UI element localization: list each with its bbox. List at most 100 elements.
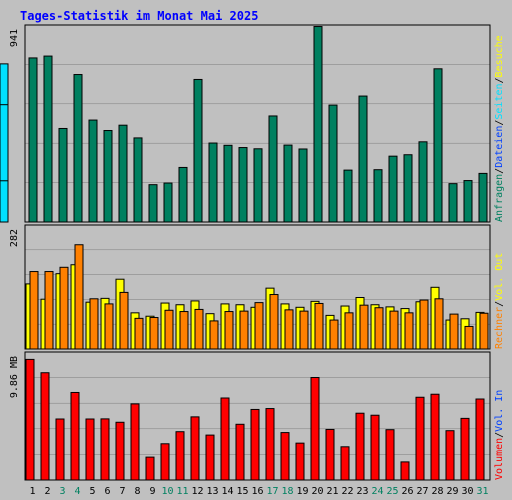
bar-requests-anfragen-day-27 xyxy=(418,141,428,223)
bar-visits-rechner-day-23 xyxy=(359,304,369,350)
legend-entry: / xyxy=(494,432,505,438)
bar-visits-rechner-day-20 xyxy=(314,302,324,350)
bar-visits-rechner-day-12 xyxy=(194,308,204,350)
bar-requests-anfragen-day-11 xyxy=(178,166,188,223)
x-tick-label-day-12: 12 xyxy=(191,486,203,497)
bar-requests-anfragen-day-31 xyxy=(478,172,488,223)
legend-entry: Vol. In xyxy=(494,390,505,432)
bar-requests-anfragen-day-20 xyxy=(313,26,323,223)
legend-requests: Anfragen/Dateien/Seiten/Besuche xyxy=(494,35,505,222)
bar-requests-anfragen-day-19 xyxy=(298,148,308,223)
bar-requests-anfragen-day-29 xyxy=(448,183,458,223)
bar-visits-rechner-day-21 xyxy=(329,319,339,350)
bar-requests-anfragen-day-22 xyxy=(343,169,353,223)
bar-visits-rechner-day-22 xyxy=(344,312,354,350)
x-tick-label-day-6: 6 xyxy=(104,486,110,497)
bar-visits-rechner-day-8 xyxy=(134,317,144,350)
bar-volume-vol-in-day-31 xyxy=(475,398,485,481)
bar-volume-vol-in-day-21 xyxy=(325,428,335,481)
bar-volume-vol-in-day-17 xyxy=(265,408,275,481)
bar-requests-anfragen-day-3 xyxy=(58,127,68,223)
bar-volume-vol-in-day-27 xyxy=(415,396,425,481)
bar-visits-rechner-day-25 xyxy=(389,310,399,350)
bar-volume-vol-in-day-7 xyxy=(115,421,125,481)
x-tick-label-day-24: 24 xyxy=(371,486,383,497)
legend-entry: / xyxy=(494,77,505,83)
bar-volume-vol-in-day-1 xyxy=(25,358,35,481)
x-tick-label-day-22: 22 xyxy=(341,486,353,497)
bar-requests-anfragen-day-6 xyxy=(103,130,113,223)
bar-requests-seiten-day-31 xyxy=(0,180,9,223)
bar-visits-rechner-day-16 xyxy=(254,302,264,350)
legend-entry: Vol. Out xyxy=(494,253,505,301)
bar-visits-rechner-day-31 xyxy=(479,312,489,350)
bar-requests-anfragen-day-10 xyxy=(163,182,173,223)
x-tick-label-day-18: 18 xyxy=(281,486,293,497)
bar-volume-vol-in-day-8 xyxy=(130,403,140,481)
legend-visits: Rechner/Vol. Out xyxy=(494,253,505,349)
bar-visits-rechner-day-26 xyxy=(404,312,414,350)
bar-volume-vol-in-day-30 xyxy=(460,417,470,481)
x-tick-label-day-28: 28 xyxy=(431,486,443,497)
bar-volume-vol-in-day-2 xyxy=(40,372,50,481)
bar-requests-anfragen-day-4 xyxy=(73,74,83,223)
bar-visits-rechner-day-1 xyxy=(29,271,39,350)
bar-visits-rechner-day-5 xyxy=(89,298,99,350)
legend-entry: / xyxy=(494,301,505,307)
bar-requests-anfragen-day-9 xyxy=(148,184,158,223)
bar-visits-rechner-day-17 xyxy=(269,294,279,350)
bar-volume-vol-in-day-13 xyxy=(205,434,215,481)
bar-visits-rechner-day-18 xyxy=(284,309,294,350)
legend-entry: Rechner xyxy=(494,307,505,349)
x-tick-label-day-23: 23 xyxy=(356,486,368,497)
bar-requests-anfragen-day-7 xyxy=(118,124,128,223)
bar-requests-anfragen-day-21 xyxy=(328,104,338,223)
x-tick-label-day-29: 29 xyxy=(446,486,458,497)
legend-entry: Dateien xyxy=(494,126,505,168)
x-tick-label-day-14: 14 xyxy=(221,486,233,497)
bar-volume-vol-in-day-5 xyxy=(85,418,95,481)
bar-volume-vol-in-day-10 xyxy=(160,443,170,481)
bar-visits-rechner-day-7 xyxy=(119,291,129,350)
bar-requests-anfragen-day-26 xyxy=(403,154,413,223)
bar-volume-vol-in-day-28 xyxy=(430,393,440,481)
x-tick-label-day-21: 21 xyxy=(326,486,338,497)
bar-visits-rechner-day-14 xyxy=(224,311,234,350)
bar-volume-vol-in-day-6 xyxy=(100,418,110,481)
bar-requests-anfragen-day-15 xyxy=(238,147,248,223)
bar-requests-anfragen-day-16 xyxy=(253,148,263,223)
x-tick-label-day-27: 27 xyxy=(416,486,428,497)
bar-visits-rechner-day-28 xyxy=(434,298,444,350)
bar-volume-vol-in-day-24 xyxy=(370,414,380,481)
bar-requests-anfragen-day-14 xyxy=(223,144,233,223)
bar-volume-vol-in-day-3 xyxy=(55,418,65,481)
x-tick-label-day-10: 10 xyxy=(161,486,173,497)
bar-volume-vol-in-day-9 xyxy=(145,456,155,481)
bar-volume-vol-in-day-11 xyxy=(175,431,185,481)
x-tick-label-day-17: 17 xyxy=(266,486,278,497)
bar-visits-rechner-day-11 xyxy=(179,311,189,350)
legend-volume: Volumen/Vol. In xyxy=(494,390,505,480)
bar-volume-vol-in-day-12 xyxy=(190,416,200,481)
bar-requests-anfragen-day-17 xyxy=(268,115,278,223)
bar-visits-rechner-day-6 xyxy=(104,303,114,350)
bar-visits-rechner-day-29 xyxy=(449,313,459,350)
bar-requests-anfragen-day-18 xyxy=(283,144,293,223)
bar-visits-rechner-day-3 xyxy=(59,266,69,350)
legend-entry: / xyxy=(494,120,505,126)
bar-visits-rechner-day-30 xyxy=(464,325,474,350)
bar-volume-vol-in-day-18 xyxy=(280,432,290,481)
max-label-visits: 282 xyxy=(9,229,20,247)
x-tick-label-day-20: 20 xyxy=(311,486,323,497)
x-tick-label-day-19: 19 xyxy=(296,486,308,497)
x-tick-label-day-5: 5 xyxy=(89,486,95,497)
legend-entry: / xyxy=(494,168,505,174)
x-tick-label-day-9: 9 xyxy=(149,486,155,497)
legend-entry: Besuche xyxy=(494,35,505,77)
bar-visits-rechner-day-9 xyxy=(149,317,159,350)
bar-volume-vol-in-day-22 xyxy=(340,446,350,481)
x-tick-label-day-7: 7 xyxy=(119,486,125,497)
max-label-requests: 941 xyxy=(9,29,20,47)
